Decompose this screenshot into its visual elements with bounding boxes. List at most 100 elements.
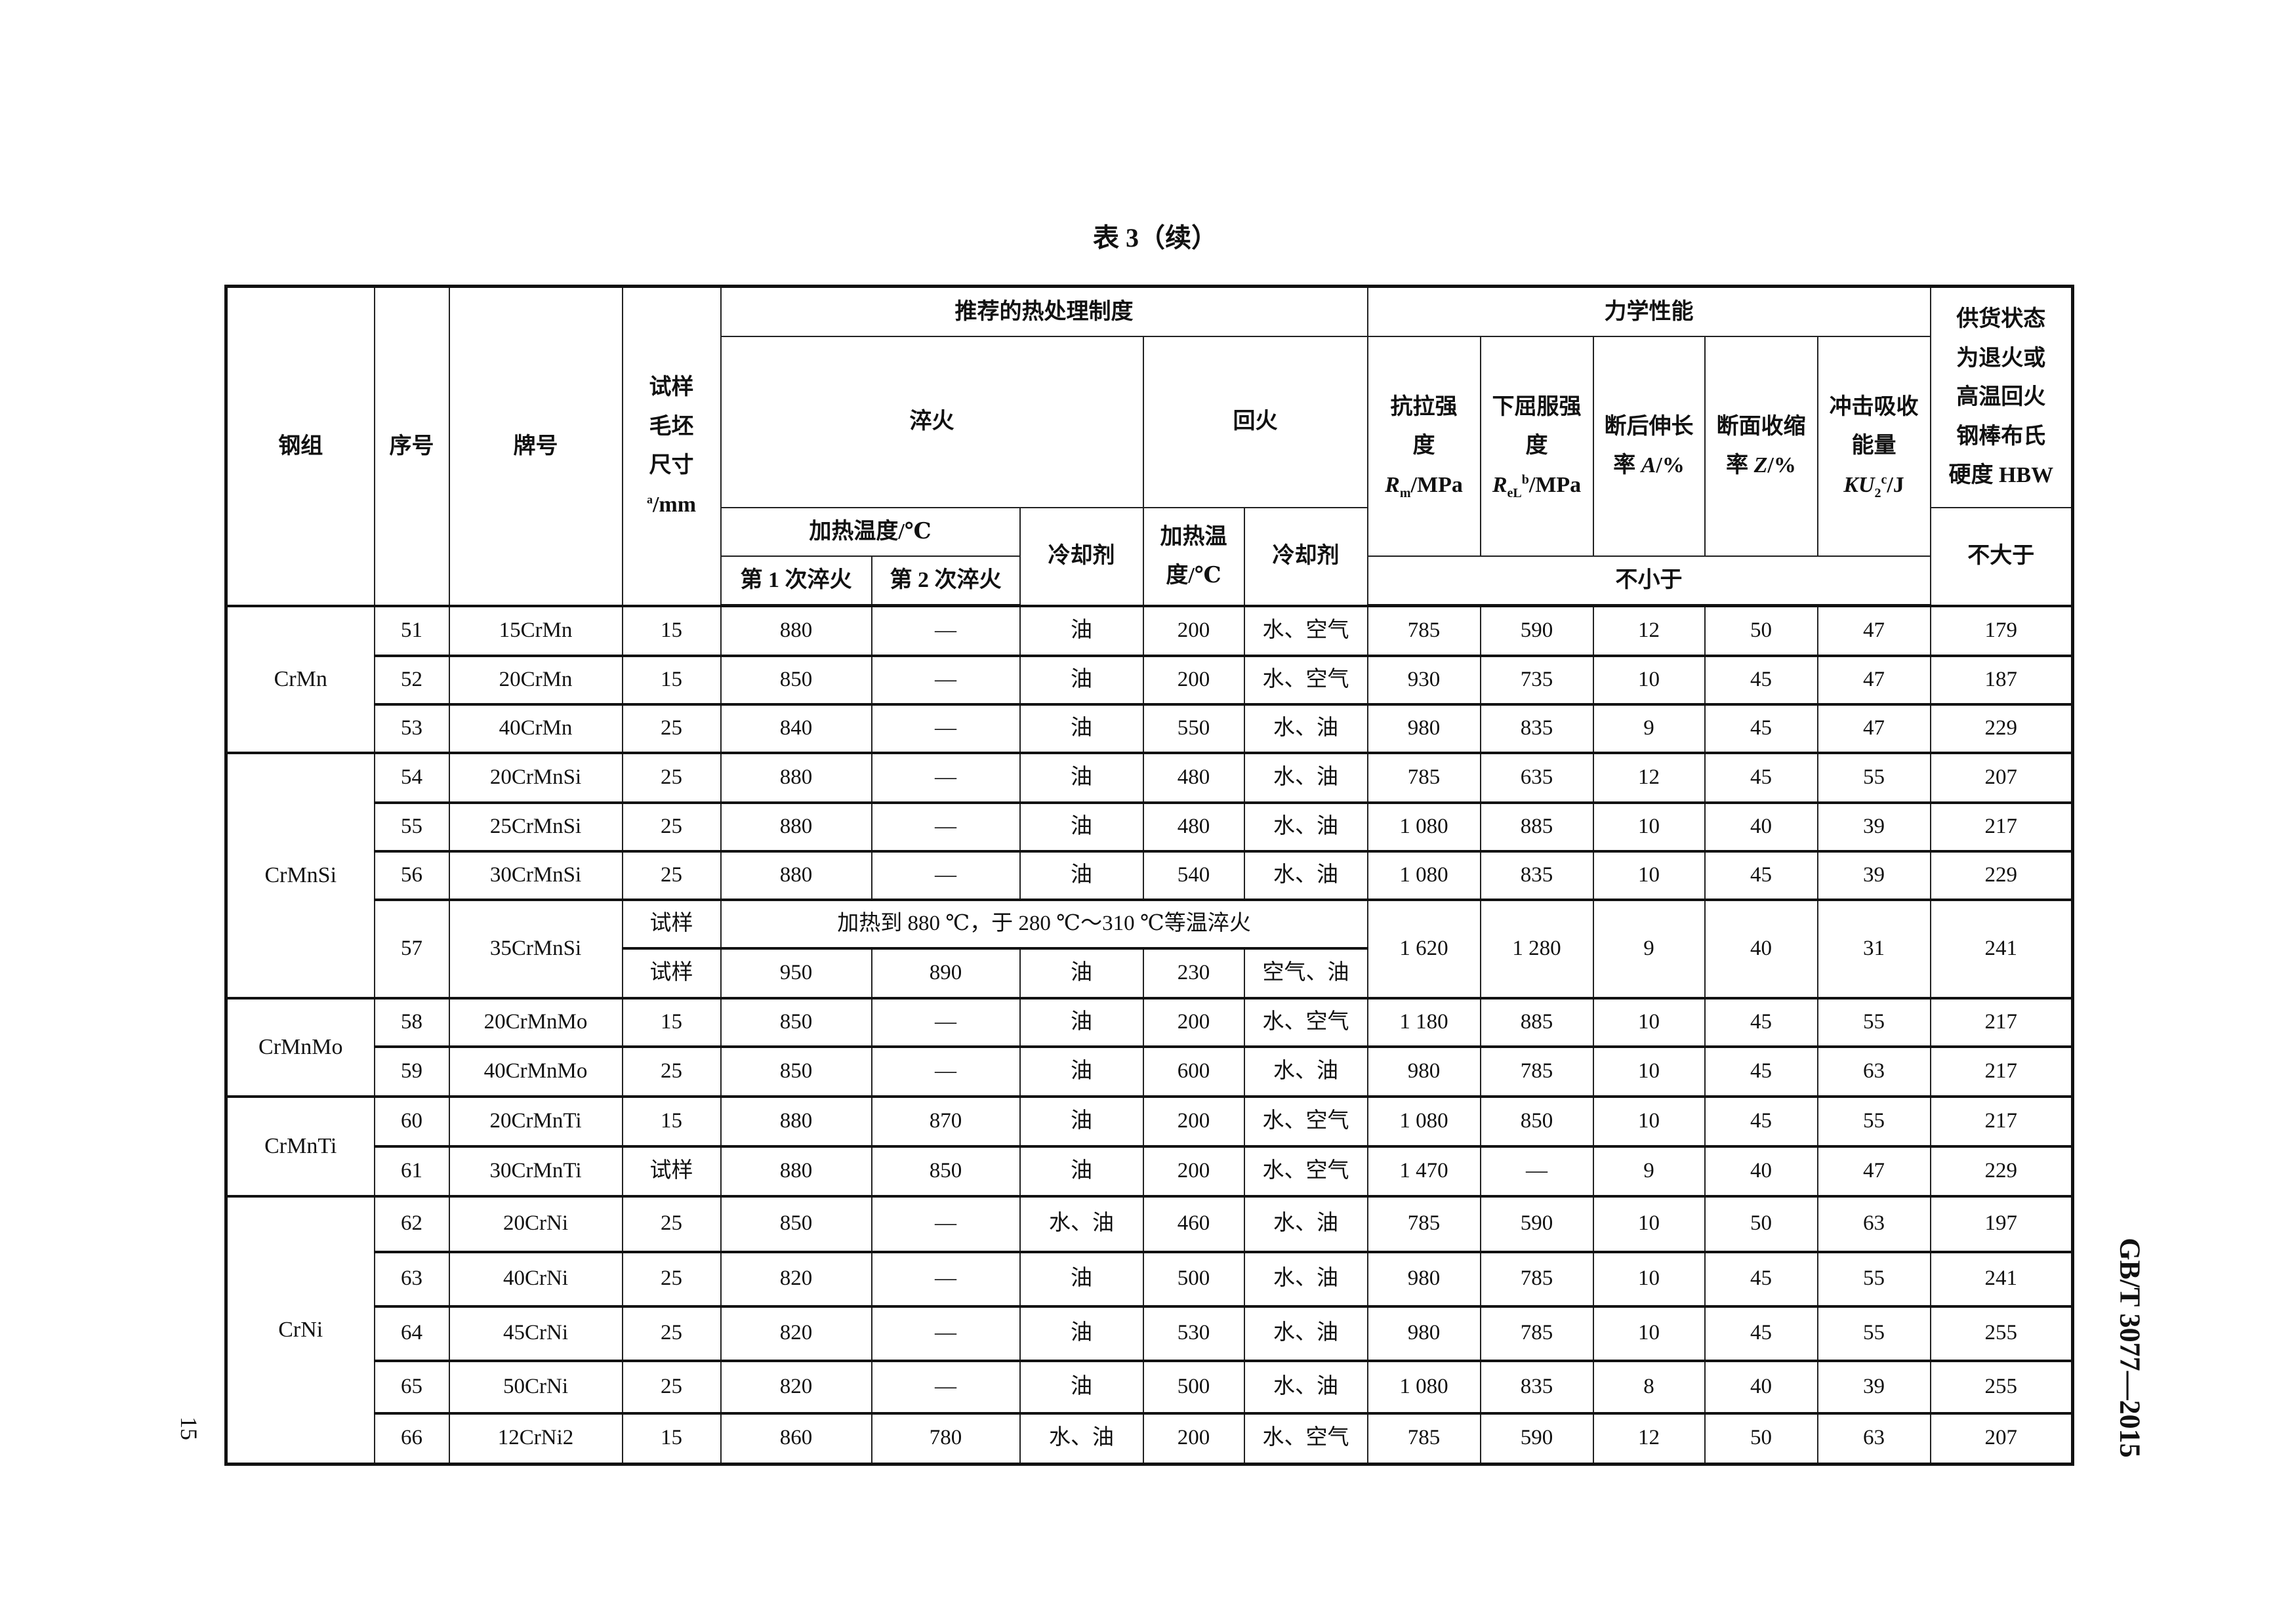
specimen-size-cell: 25 [621, 1250, 722, 1307]
first-quench-temp-cell: 880 [720, 1144, 872, 1197]
header-tensile-strength: 抗拉强度 Rm/MPa [1366, 335, 1481, 557]
grade-cell: 20CrMn [448, 654, 623, 705]
second-quench-temp-cell: — [871, 1194, 1021, 1253]
header-not-less-than: 不小于 [1366, 555, 1931, 607]
reduction-of-area-cell: 45 [1704, 1250, 1818, 1307]
yield-strength-cell: 885 [1479, 801, 1594, 852]
quench-coolant-cell: 油 [1019, 1359, 1144, 1414]
second-quench-temp-cell: — [871, 1250, 1021, 1307]
hardness-cell: 187 [1929, 654, 2074, 705]
first-quench-temp-cell: 880 [720, 849, 872, 900]
second-quench-temp-cell: 870 [871, 1095, 1021, 1147]
elongation-cell: 9 [1592, 1144, 1706, 1197]
temper-temp-cell: 200 [1142, 996, 1245, 1047]
header-temper-heating-temp: 加热温度/℃ [1142, 506, 1245, 607]
hardness-cell: 241 [1929, 1250, 2074, 1307]
hardness-cell: 179 [1929, 604, 2074, 656]
hardness-cell: 255 [1929, 1304, 2074, 1362]
temper-temp-cell: 550 [1142, 702, 1245, 754]
second-quench-temp-cell: — [871, 702, 1021, 754]
header-second-quench: 第 2 次淬火 [871, 555, 1021, 607]
temper-coolant-cell: 水、油 [1243, 849, 1368, 900]
second-quench-temp-cell: — [871, 604, 1021, 656]
second-quench-temp-cell: — [871, 1359, 1021, 1414]
tensile-strength-cell: 1 470 [1366, 1144, 1481, 1197]
temper-coolant-cell: 空气、油 [1243, 946, 1368, 999]
elongation-cell: 8 [1592, 1359, 1706, 1414]
yield-strength-cell: 785 [1479, 1304, 1594, 1362]
quench-coolant-cell: 油 [1019, 1045, 1144, 1097]
first-quench-temp-cell: 820 [720, 1304, 872, 1362]
header-mechanical-properties: 力学性能 [1366, 285, 1931, 337]
grade-cell: 25CrMnSi [448, 801, 623, 852]
second-quench-temp-cell: — [871, 1045, 1021, 1097]
temper-coolant-cell: 水、油 [1243, 702, 1368, 754]
footnote-b: b [1521, 472, 1529, 487]
symbol: R [1385, 472, 1400, 497]
header-elongation: 断后伸长率 A/% [1592, 335, 1706, 557]
specimen-size-cell: 15 [621, 1095, 722, 1147]
elongation-cell: 10 [1592, 1095, 1706, 1147]
impact-energy-cell: 39 [1816, 1359, 1931, 1414]
impact-energy-cell: 55 [1816, 1250, 1931, 1307]
temper-coolant-cell: 水、空气 [1243, 1411, 1368, 1465]
yield-strength-cell: 835 [1479, 849, 1594, 900]
quench-coolant-cell: 油 [1019, 604, 1144, 656]
yield-strength-cell: 735 [1479, 654, 1594, 705]
page-number: 15 [176, 1417, 202, 1440]
temper-coolant-cell: 水、油 [1243, 1250, 1368, 1307]
specimen-size-cell: 25 [621, 702, 722, 754]
table-row: 65 50CrNi 25 820— 油 500 水、油 1 080 835 8 40 39 255 [226, 1359, 2074, 1414]
tensile-strength-cell: 1 180 [1366, 996, 1481, 1047]
steel-group-cell: CrMn [225, 604, 375, 754]
temper-coolant-cell: 水、油 [1243, 1304, 1368, 1362]
header-quench-heating-temp: 加热温度/℃ [720, 506, 1021, 557]
temper-temp-cell: 480 [1142, 801, 1245, 852]
second-quench-temp-cell: — [871, 751, 1021, 803]
second-quench-temp-cell: — [871, 1304, 1021, 1362]
impact-energy-cell: 47 [1816, 1144, 1931, 1197]
impact-energy-cell: 39 [1816, 801, 1931, 852]
table-row: CrMnTi 60 20CrMnTi 15 880 870 油 200 水、空气 1 080 850… [225, 1095, 2074, 1197]
first-quench-temp-cell: 820 [720, 1250, 872, 1307]
grade-cell: 30CrMnTi [448, 1144, 623, 1197]
header-yield-strength: 下屈服强度 ReLb/MPa [1479, 335, 1594, 557]
temper-temp-cell: 600 [1142, 1045, 1245, 1097]
tensile-strength-cell: 930 [1366, 654, 1481, 705]
temper-coolant-cell: 水、空气 [1243, 996, 1368, 1047]
quench-coolant-cell: 油 [1019, 1095, 1144, 1147]
hardness-cell: 229 [1929, 849, 2074, 900]
yield-strength-cell: 590 [1479, 604, 1594, 656]
impact-energy-cell: 55 [1816, 1095, 1931, 1147]
specimen-size-unit: /mm [652, 492, 697, 517]
grade-cell: 45CrNi [448, 1304, 623, 1362]
specimen-size-cell: 25 [621, 849, 722, 900]
yield-strength-cell: 835 [1479, 1359, 1594, 1414]
hardness-cell: 207 [1929, 751, 2074, 803]
yield-strength-cell: 850 [1479, 1095, 1594, 1147]
tensile-strength-cell: 980 [1366, 1304, 1481, 1362]
yield-strength-cell: 785 [1479, 1045, 1594, 1097]
specimen-size-cell: 25 [621, 1359, 722, 1414]
yield-strength-cell: 835 [1479, 702, 1594, 754]
serial-no-cell: 57 [373, 898, 450, 999]
temper-temp-cell: 500 [1142, 1250, 1245, 1307]
steel-group-cell: CrMnTi [225, 1095, 375, 1197]
grade-cell: 35CrMnSi [448, 898, 623, 999]
specimen-size-cell: 试样 [621, 946, 722, 999]
header-quench-coolant: 冷却剂 [1019, 506, 1144, 607]
header-steel-group: 钢组 [225, 285, 375, 607]
serial-no-cell: 58 [373, 996, 450, 1047]
hardness-cell: 217 [1929, 1045, 2074, 1097]
serial-no-cell: 63 [373, 1250, 450, 1307]
elongation-cell: 10 [1592, 1250, 1706, 1307]
quench-coolant-cell: 油 [1019, 1304, 1144, 1362]
elongation-cell: 10 [1592, 996, 1706, 1047]
temper-temp-cell: 480 [1142, 751, 1245, 803]
header-reduction-of-area: 断面收缩率 Z/% [1704, 335, 1818, 557]
first-quench-temp-cell: 840 [720, 702, 872, 754]
table-row: CrMn 51 15CrMn 15 880— 油 200 水、空气 785 590 12 50 47 17… [225, 604, 2074, 754]
serial-no-cell: 60 [373, 1095, 450, 1147]
table-row: 61 30CrMnTi 试样 880 850 油 200 水、空气 1 470—9 40 47 229 [226, 1144, 2074, 1197]
first-quench-temp-cell: 880 [720, 801, 872, 852]
